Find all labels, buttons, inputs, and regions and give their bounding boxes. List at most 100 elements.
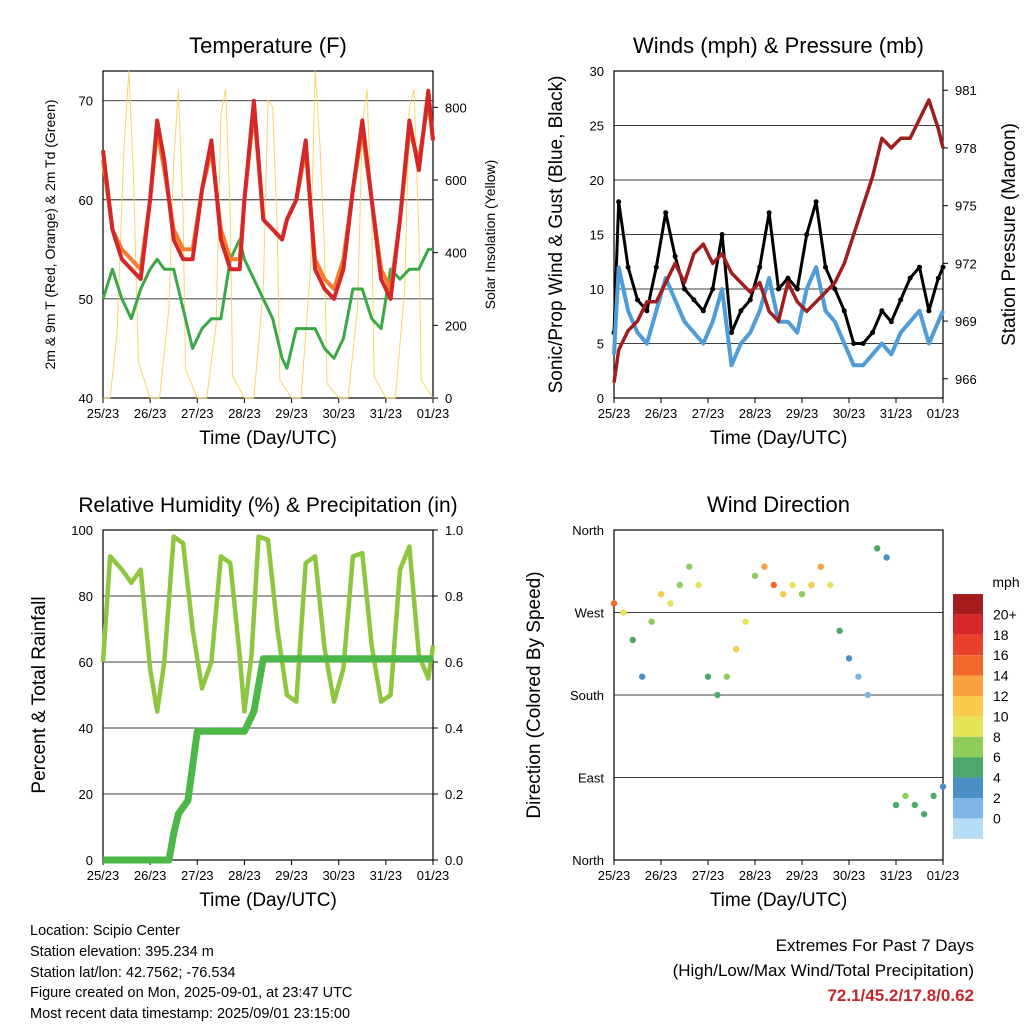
- wind-title: Winds (mph) & Pressure (mb): [633, 33, 924, 58]
- legend-label: 6: [993, 749, 1001, 765]
- direction-point: [808, 581, 815, 589]
- temp-y2tick-label: 0: [445, 391, 452, 406]
- gust-point: [776, 286, 781, 292]
- temp-y2tick-label: 800: [445, 100, 467, 115]
- rh-y2tick-label: 1.0: [445, 523, 463, 538]
- rh-xtick-label: 25/23: [87, 868, 120, 883]
- rh-y2tick-label: 0.8: [445, 589, 463, 604]
- wind-ytick-label: 20: [590, 173, 604, 188]
- gust-point: [663, 210, 669, 216]
- gust-point: [625, 264, 631, 270]
- legend-swatch: [953, 716, 983, 737]
- direction-point: [874, 545, 881, 552]
- gust-point: [794, 286, 800, 292]
- legend-label: 12: [993, 688, 1009, 704]
- direction-point: [892, 801, 900, 809]
- direction-point: [855, 673, 862, 680]
- rh-xtick-label: 29/23: [275, 868, 308, 883]
- direction-point: [845, 655, 853, 662]
- gust-point: [832, 286, 838, 292]
- pressure-line: [612, 98, 945, 383]
- wind-ytick-label: 25: [590, 119, 604, 134]
- gust-point: [644, 308, 650, 314]
- legend-swatch: [953, 777, 983, 798]
- gust-point: [926, 308, 932, 314]
- legend-label: 14: [993, 668, 1009, 684]
- rh-y2tick-label: 0.0: [445, 853, 463, 868]
- gust-point: [653, 264, 659, 270]
- rh-ytick-label: 100: [71, 523, 93, 538]
- wind-xtick-label: 26/23: [645, 406, 678, 421]
- legend-label: 20+: [993, 606, 1017, 622]
- rh-y2tick-label: 0.2: [445, 787, 463, 802]
- temp-ylabel-left: 2m & 9m T (Red, Orange) & 2m Td (Green): [42, 100, 58, 370]
- temp-xtick-label: 27/23: [181, 406, 214, 421]
- gust-point: [738, 308, 744, 314]
- direction-point: [817, 563, 824, 570]
- gust-point: [747, 297, 753, 303]
- legend-swatch: [953, 594, 983, 615]
- legend-swatch: [953, 675, 983, 696]
- direction-point: [676, 581, 683, 589]
- gust-point: [729, 330, 734, 336]
- rh-ytick-label: 80: [79, 589, 93, 604]
- gust-point: [870, 330, 875, 336]
- rh-y2tick-label: 0.6: [445, 655, 463, 670]
- rainfall-line: [103, 655, 433, 864]
- gust-point: [672, 253, 678, 259]
- gust-point: [635, 297, 640, 303]
- temp-ytick-label: 50: [79, 292, 93, 307]
- gust-point: [691, 297, 697, 303]
- gust-point: [710, 286, 716, 292]
- rh-ylabel-left: Percent & Total Rainfall: [29, 596, 50, 793]
- rh-xtick-label: 28/23: [228, 868, 261, 883]
- gust-point: [907, 275, 913, 281]
- direction-point: [704, 673, 712, 680]
- wind-ytick-label: 0: [597, 391, 604, 406]
- legend-label: 8: [993, 729, 1001, 745]
- legend-swatch: [953, 736, 983, 758]
- legend-swatch: [953, 655, 983, 676]
- gust-point: [757, 264, 763, 270]
- legend-swatch: [953, 696, 983, 717]
- station-info: Location: Scipio Center Station elevatio…: [30, 921, 352, 1025]
- direction-point: [742, 618, 749, 625]
- wind-y2tick-label: 975: [955, 199, 977, 214]
- dir-ytick-label: South: [570, 688, 604, 703]
- legend-swatch: [953, 614, 983, 635]
- rh-line: [100, 534, 436, 714]
- gust-point: [785, 275, 791, 281]
- extremes-title: Extremes For Past 7 Days: [775, 936, 974, 955]
- legend-swatch: [953, 798, 983, 819]
- wind-xlabel: Time (Day/UTC): [710, 428, 848, 449]
- rh-title: Relative Humidity (%) & Precipitation (i…: [78, 494, 457, 517]
- direction-point: [789, 581, 796, 589]
- legend-swatch: [953, 818, 983, 839]
- temp-xtick-label: 26/23: [134, 406, 167, 421]
- temp-xtick-label: 30/23: [322, 406, 355, 421]
- direction-point: [836, 627, 843, 635]
- temp-xtick-label: 29/23: [275, 406, 308, 421]
- gust-point: [682, 286, 687, 292]
- temp-ytick-label: 40: [79, 391, 93, 406]
- legend-swatch: [953, 757, 983, 778]
- wind-xtick-label: 29/23: [786, 406, 819, 421]
- legend-label: 18: [993, 627, 1009, 643]
- direction-point: [648, 618, 655, 625]
- direction-point: [695, 581, 702, 589]
- rh-ytick-label: 40: [79, 721, 93, 736]
- wind-y2tick-label: 972: [955, 256, 977, 271]
- direction-point: [827, 581, 834, 589]
- temp-ytick-label: 70: [79, 94, 93, 109]
- extremes-subtitle: (High/Low/Max Wind/Total Precipitation): [672, 961, 974, 980]
- dir-xtick-label: 30/23: [833, 868, 866, 883]
- rh-xtick-label: 26/23: [134, 868, 167, 883]
- extremes-values: 72.1/45.2/17.8/0.62: [827, 986, 974, 1005]
- legend-title: mph: [992, 574, 1019, 590]
- legend-label: 4: [993, 770, 1001, 786]
- direction-point: [883, 554, 890, 561]
- gust-point: [804, 232, 810, 237]
- wind-y2tick-label: 966: [955, 372, 977, 387]
- temp-ytick-label: 60: [79, 193, 93, 208]
- rh-xtick-label: 31/23: [370, 868, 403, 883]
